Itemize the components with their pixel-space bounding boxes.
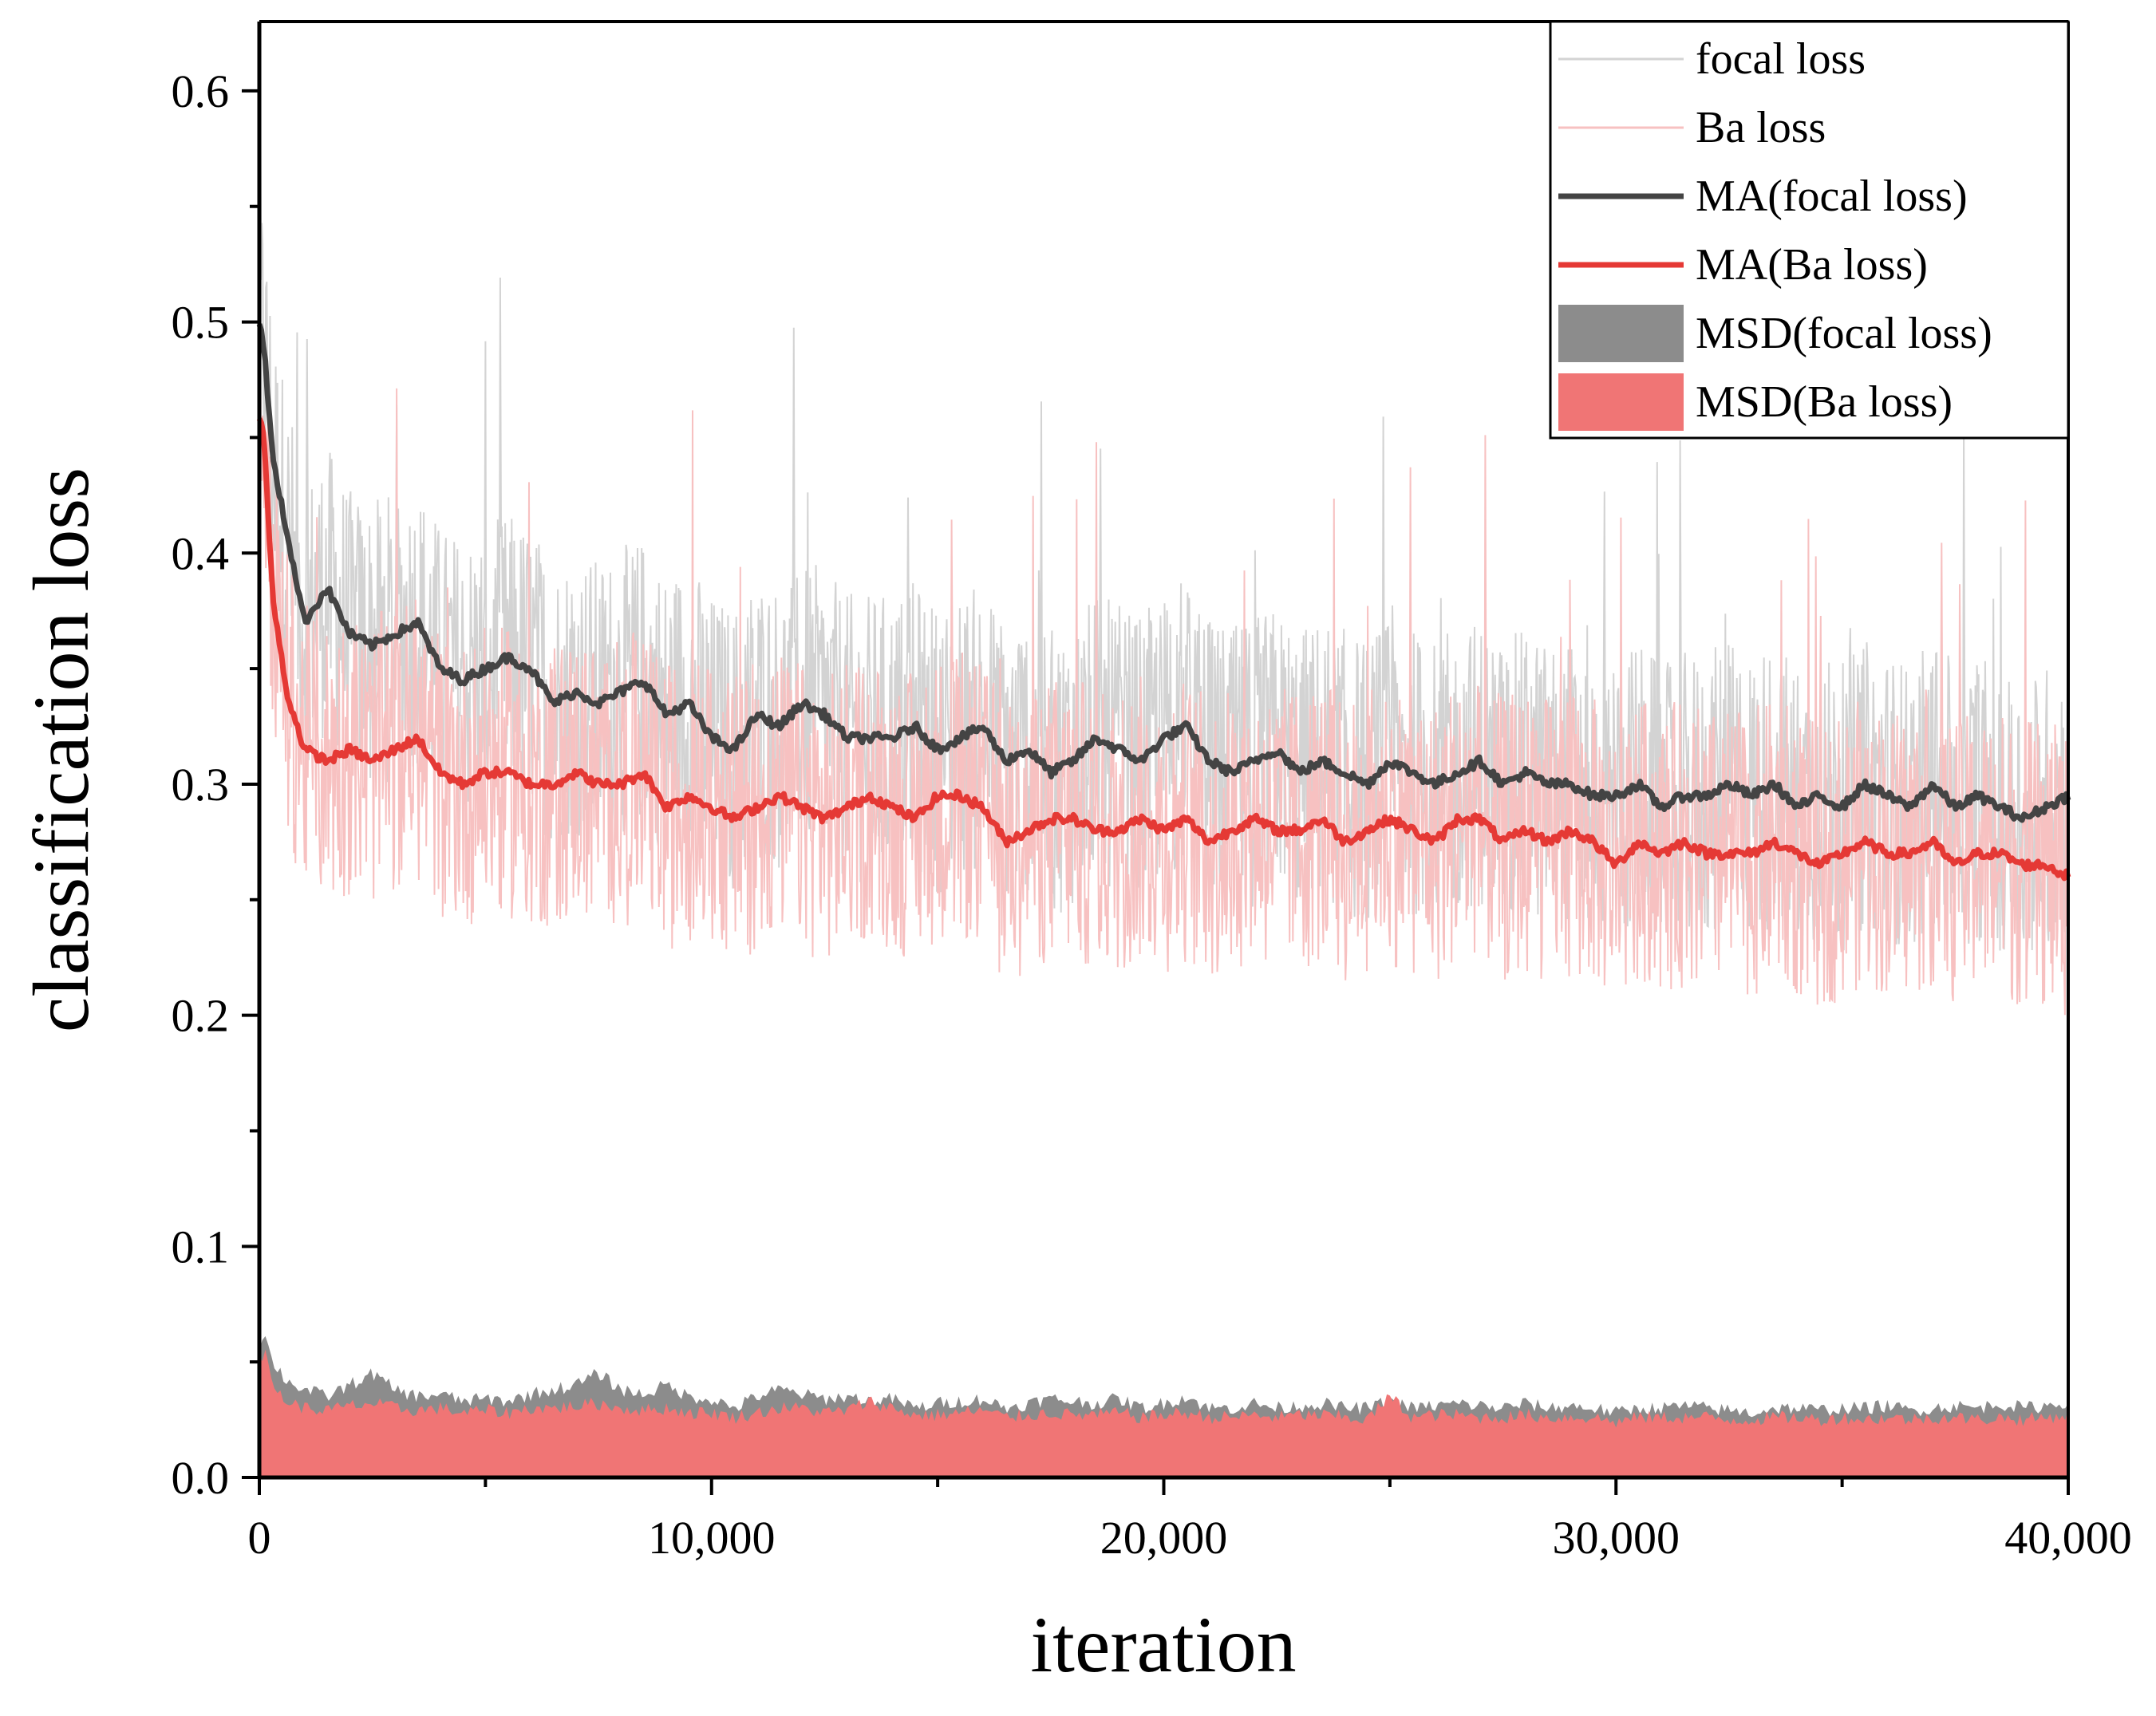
series-ba-loss	[259, 302, 2069, 1016]
x-tick-label: 20,000	[1100, 1512, 1228, 1564]
y-tick-label: 0.2	[172, 990, 230, 1042]
x-tick-label: 40,000	[2004, 1512, 2132, 1564]
legend-label-focal-loss: focal loss	[1696, 34, 1866, 84]
y-tick-label: 0.3	[172, 759, 230, 811]
x-tick-label: 0	[248, 1512, 271, 1564]
y-tick-label: 0.5	[172, 297, 230, 349]
legend-label-ma-focal-loss: MA(focal loss)	[1696, 172, 1968, 221]
y-axis-title: classification loss	[17, 467, 105, 1032]
legend-box	[1549, 20, 2070, 440]
y-ticks: 0.0 0.1 0.2 0.3 0.4 0.5 0.6	[172, 65, 259, 1504]
legend-label-ma-ba-loss: MA(Ba loss)	[1696, 240, 1928, 290]
legend-label-msd-ba-loss: MSD(Ba loss)	[1696, 377, 1953, 427]
series-layer	[256, 22, 2071, 1477]
y-tick-label: 0.0	[172, 1452, 230, 1504]
series-ma-ba-loss	[256, 417, 2071, 882]
series-msd-ba-loss	[259, 1349, 2068, 1477]
legend: focal loss Ba loss MA(focal loss) MA(Ba …	[1549, 20, 2070, 440]
y-tick-label: 0.1	[172, 1221, 230, 1272]
x-axis-title: iteration	[1030, 1600, 1296, 1689]
legend-label-ba-loss: Ba loss	[1696, 103, 1826, 152]
legend-swatch-msd-ba-loss	[1558, 373, 1684, 431]
x-tick-label: 30,000	[1553, 1512, 1680, 1564]
x-ticks: 0 10,000 20,000 30,000 40,000	[248, 1477, 2132, 1564]
legend-swatch-msd-focal-loss	[1558, 305, 1684, 362]
y-tick-label: 0.6	[172, 65, 230, 117]
y-tick-label: 0.4	[172, 527, 230, 579]
legend-label-msd-focal-loss: MSD(focal loss)	[1696, 309, 1992, 358]
x-tick-label: 10,000	[648, 1512, 776, 1564]
series-ma-focal-loss	[256, 323, 2071, 823]
